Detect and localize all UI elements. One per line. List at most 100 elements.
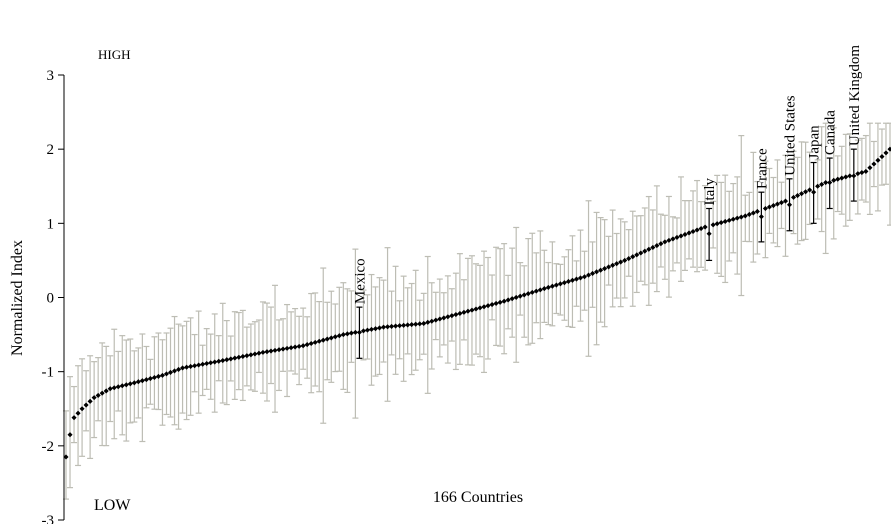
low-annotation: LOW bbox=[94, 497, 131, 514]
data-point bbox=[714, 221, 720, 227]
country-labels: Mexico Italy France United States Japan Canad… bbox=[352, 45, 862, 305]
data-point bbox=[380, 324, 387, 330]
data-point bbox=[485, 303, 491, 309]
data-point bbox=[863, 168, 869, 174]
data-point bbox=[107, 386, 113, 392]
data-point bbox=[762, 205, 768, 212]
data-point bbox=[569, 277, 576, 283]
data-point bbox=[192, 363, 198, 369]
data-point bbox=[750, 210, 756, 216]
data-point bbox=[196, 362, 202, 368]
data-point bbox=[855, 171, 861, 177]
data-point bbox=[758, 214, 764, 220]
data-point bbox=[811, 189, 817, 195]
data-point bbox=[304, 342, 310, 348]
data-point bbox=[710, 222, 716, 228]
data-point bbox=[236, 354, 242, 360]
data-point bbox=[879, 154, 885, 160]
data-point bbox=[469, 307, 475, 313]
data-point bbox=[477, 305, 483, 311]
data-point bbox=[228, 356, 234, 362]
data-point bbox=[397, 323, 403, 329]
data-point bbox=[340, 332, 346, 338]
data-point bbox=[99, 390, 105, 396]
data-points bbox=[63, 146, 891, 460]
data-point bbox=[280, 346, 286, 352]
data-point bbox=[437, 316, 443, 322]
y-tick-label: -2 bbox=[42, 439, 55, 455]
country-label-italy: Italy bbox=[702, 178, 718, 206]
data-point bbox=[176, 366, 182, 372]
data-point bbox=[248, 352, 254, 358]
data-point bbox=[320, 337, 326, 343]
data-point bbox=[473, 306, 479, 312]
data-point bbox=[316, 338, 322, 344]
data-point bbox=[445, 314, 451, 320]
data-point bbox=[815, 183, 821, 189]
data-point bbox=[827, 179, 833, 186]
data-point bbox=[352, 329, 358, 335]
data-point bbox=[807, 187, 813, 193]
data-point bbox=[364, 327, 371, 333]
data-point bbox=[188, 363, 194, 370]
data-point bbox=[135, 379, 141, 385]
data-point bbox=[626, 256, 632, 262]
data-point bbox=[324, 336, 330, 342]
data-point bbox=[264, 349, 270, 355]
data-point bbox=[871, 161, 877, 167]
data-point bbox=[131, 380, 137, 386]
data-point bbox=[682, 231, 688, 238]
data-point bbox=[501, 298, 507, 304]
data-point bbox=[557, 281, 563, 287]
data-point bbox=[385, 324, 391, 330]
data-point bbox=[348, 330, 354, 336]
data-point bbox=[718, 220, 724, 226]
data-point bbox=[509, 296, 515, 302]
y-tick-label: -1 bbox=[42, 365, 55, 381]
data-point bbox=[441, 315, 447, 321]
data-point bbox=[457, 310, 463, 316]
data-point bbox=[634, 252, 640, 258]
data-point bbox=[119, 383, 125, 389]
data-point bbox=[835, 176, 841, 182]
data-point bbox=[590, 270, 596, 277]
data-point bbox=[839, 175, 845, 181]
data-point bbox=[151, 374, 157, 381]
data-point bbox=[883, 150, 889, 156]
data-point bbox=[71, 415, 77, 421]
data-point bbox=[180, 365, 186, 371]
data-point bbox=[292, 344, 298, 350]
data-point bbox=[87, 398, 93, 404]
data-point bbox=[417, 321, 423, 327]
data-point bbox=[200, 361, 206, 367]
data-point bbox=[754, 208, 760, 215]
data-point bbox=[147, 376, 153, 382]
data-point bbox=[79, 406, 85, 412]
data-point bbox=[276, 347, 282, 353]
data-point bbox=[553, 282, 559, 288]
data-point bbox=[139, 378, 145, 384]
y-tick-label: 2 bbox=[47, 142, 55, 158]
data-point bbox=[585, 272, 592, 278]
data-point bbox=[212, 359, 218, 365]
data-point bbox=[83, 402, 89, 408]
data-point bbox=[356, 329, 362, 335]
data-point bbox=[465, 308, 471, 314]
country-label-mexico: Mexico bbox=[352, 258, 368, 304]
data-point bbox=[409, 322, 415, 328]
data-point bbox=[376, 325, 383, 331]
data-point bbox=[529, 289, 535, 295]
data-point bbox=[240, 353, 246, 360]
data-point bbox=[654, 243, 660, 249]
y-axis-label: Normalized Index bbox=[9, 240, 26, 356]
data-point bbox=[706, 231, 712, 237]
data-point bbox=[887, 146, 891, 152]
country-label-france: France bbox=[754, 148, 770, 189]
data-point bbox=[220, 357, 226, 364]
data-point bbox=[505, 297, 511, 303]
data-point bbox=[726, 217, 732, 223]
data-point bbox=[328, 335, 334, 341]
data-point bbox=[525, 291, 531, 297]
data-point bbox=[288, 345, 294, 351]
